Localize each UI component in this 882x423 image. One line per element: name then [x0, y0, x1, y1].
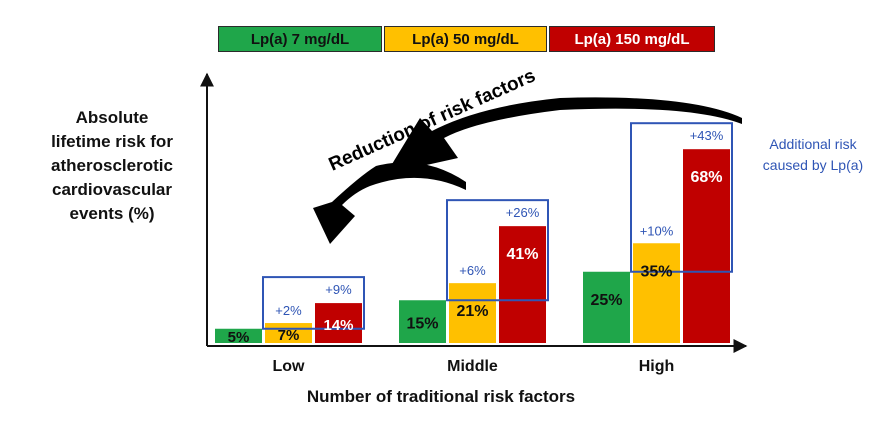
bar-middle-2: [499, 226, 546, 343]
bar-value-label: 41%: [506, 246, 538, 263]
y-axis-title: Absolute lifetime risk for atherosclerot…: [22, 106, 202, 226]
additional-risk-box: [262, 276, 365, 330]
x-tick-label: Low: [273, 358, 306, 375]
y-axis-title-line: Absolute: [75, 108, 149, 127]
additional-risk-label: +2%: [275, 303, 302, 318]
legend-label-50: Lp(a) 50 mg/dL: [412, 30, 519, 48]
bar-low-0: [215, 328, 262, 343]
curved-arrow-upper: [386, 97, 742, 174]
y-axis-title-line: events (%): [69, 204, 155, 223]
bar-value-label: 7%: [278, 327, 300, 344]
bar-value-label: 35%: [640, 263, 672, 280]
bar-value-label: 25%: [590, 292, 622, 309]
additional-risk-label: +26%: [506, 205, 540, 220]
y-axis-title-line: lifetime risk for: [51, 132, 173, 151]
bar-value-label: 14%: [323, 317, 353, 334]
additional-risk-label: +9%: [325, 282, 352, 297]
additional-risk-label: +43%: [690, 128, 724, 143]
bar-middle-1: [449, 283, 496, 343]
bar-middle-0: [399, 300, 446, 343]
legend-item-150: Lp(a) 150 mg/dL: [549, 26, 715, 52]
x-tick-label: High: [639, 358, 675, 375]
y-axis-title-line: cardiovascular: [51, 180, 172, 199]
bar-high-1: [633, 243, 680, 343]
bar-value-label: 21%: [456, 303, 488, 320]
bar-value-label: 68%: [690, 169, 722, 186]
bar-low-2: [315, 303, 362, 343]
additional-risk-note: Additional risk caused by Lp(a): [748, 134, 878, 176]
bar-high-0: [583, 271, 630, 343]
curved-arrow-lower: [313, 162, 466, 244]
x-tick-label: Middle: [447, 358, 498, 375]
legend-item-50: Lp(a) 50 mg/dL: [384, 26, 547, 52]
bar-value-label: 5%: [228, 329, 250, 346]
bar-high-2: [683, 149, 730, 343]
additional-risk-box: [630, 122, 733, 273]
additional-risk-label: +10%: [640, 223, 674, 238]
additional-risk-box: [446, 199, 549, 302]
legend-label-150: Lp(a) 150 mg/dL: [574, 30, 690, 48]
x-axis-title: Number of traditional risk factors: [306, 387, 576, 406]
additional-risk-note-line: Additional risk: [769, 136, 857, 152]
y-axis-title-line: atherosclerotic: [51, 156, 173, 175]
legend-item-7: Lp(a) 7 mg/dL: [218, 26, 382, 52]
legend-label-7: Lp(a) 7 mg/dL: [250, 30, 350, 48]
additional-risk-label: +6%: [459, 263, 486, 278]
bar-value-label: 15%: [406, 316, 438, 333]
additional-risk-note-line: caused by Lp(a): [762, 157, 864, 173]
